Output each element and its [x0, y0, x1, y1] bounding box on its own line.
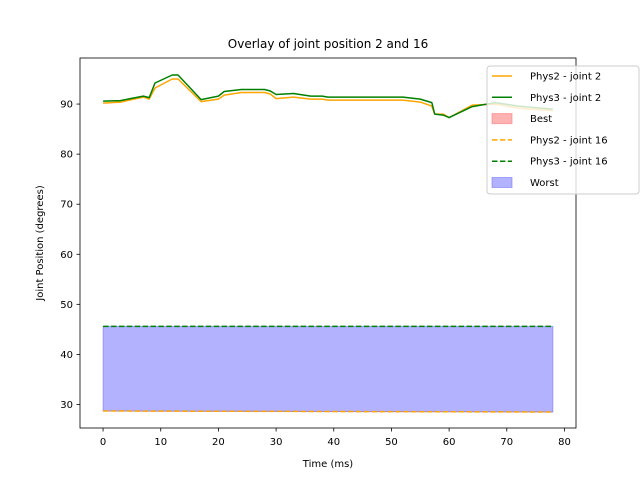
legend: Phys2 - joint 2 Phys3 - joint 2 Best Phys2 …: [486, 65, 640, 195]
y-tick-label: 30: [60, 400, 73, 411]
legend-swatch-best: [491, 113, 513, 125]
legend-label: Phys2 - joint 16: [530, 135, 608, 146]
series-phys2-joint-16: [103, 410, 553, 413]
legend-label: Worst: [530, 178, 559, 189]
y-axis-title: Joint Position (degrees): [35, 185, 46, 302]
y-tick-label: 50: [60, 300, 73, 311]
x-tick-label: 10: [154, 437, 167, 448]
plot-frame: [79, 57, 577, 429]
series-lines: [103, 74, 553, 413]
x-tick-label: 0: [100, 437, 106, 448]
y-tick-label: 80: [60, 150, 73, 161]
x-tick-label: 20: [212, 437, 225, 448]
y-tick-label: 60: [60, 250, 73, 261]
y-axis: 30 40 50 60 70 80 90: [60, 100, 80, 411]
legend-swatch-worst: [491, 177, 513, 188]
fill-worst: [102, 325, 554, 413]
legend-box: [486, 65, 640, 195]
x-tick-label: 70: [500, 437, 513, 448]
legend-label: Phys3 - joint 2: [530, 93, 601, 104]
x-axis-title: Time (ms): [302, 459, 354, 470]
y-tick-label: 90: [60, 100, 73, 111]
series-phys3-joint-2: [103, 74, 553, 119]
legend-label: Phys2 - joint 2: [530, 72, 601, 83]
y-tick-label: 40: [60, 350, 73, 361]
fill-regions: [102, 325, 554, 413]
x-tick-label: 30: [270, 437, 283, 448]
x-tick-label: 60: [443, 437, 456, 448]
x-tick-label: 40: [327, 437, 340, 448]
legend-label: Best: [530, 114, 552, 125]
chart-title: Overlay of joint position 2 and 16: [228, 37, 428, 51]
y-tick-label: 70: [60, 200, 73, 211]
x-tick-label: 50: [385, 437, 398, 448]
legend-label: Phys3 - joint 16: [530, 157, 608, 168]
x-tick-label: 80: [558, 437, 571, 448]
x-axis: 0 10 20 30 40 50 60 70 80: [100, 428, 571, 448]
